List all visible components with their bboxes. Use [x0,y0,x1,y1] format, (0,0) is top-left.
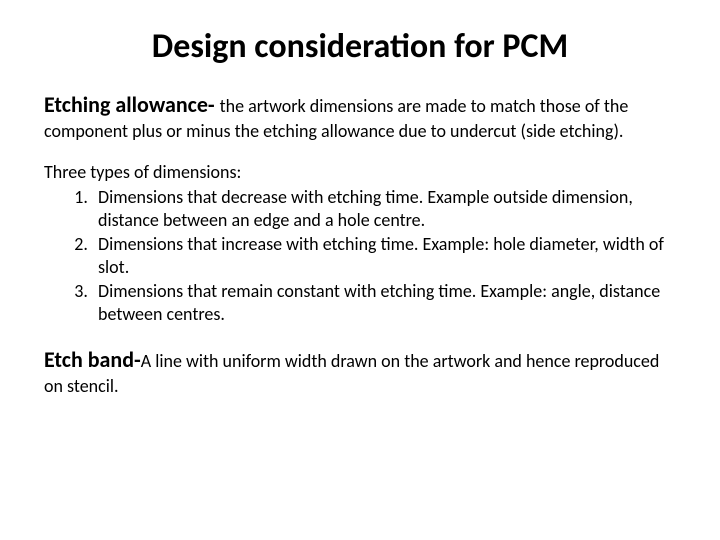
list-item: Dimensions that decrease with etching ti… [92,186,676,233]
list-item: Dimensions that increase with etching ti… [92,233,676,280]
dimensions-list: Dimensions that decrease with etching ti… [44,186,676,326]
list-item: Dimensions that remain constant with etc… [92,280,676,327]
page-title: Design consideration for PCM [44,28,676,65]
etch-band-paragraph: Etch band-A line with uniform width draw… [44,346,676,398]
dimensions-intro: Three types of dimensions: [44,161,676,184]
slide: Design consideration for PCM Etching all… [0,0,720,540]
etching-allowance-paragraph: Etching allowance- the artwork dimension… [44,91,676,143]
etch-band-term: Etch band- [44,346,141,373]
etching-allowance-term: Etching allowance- [44,91,220,118]
